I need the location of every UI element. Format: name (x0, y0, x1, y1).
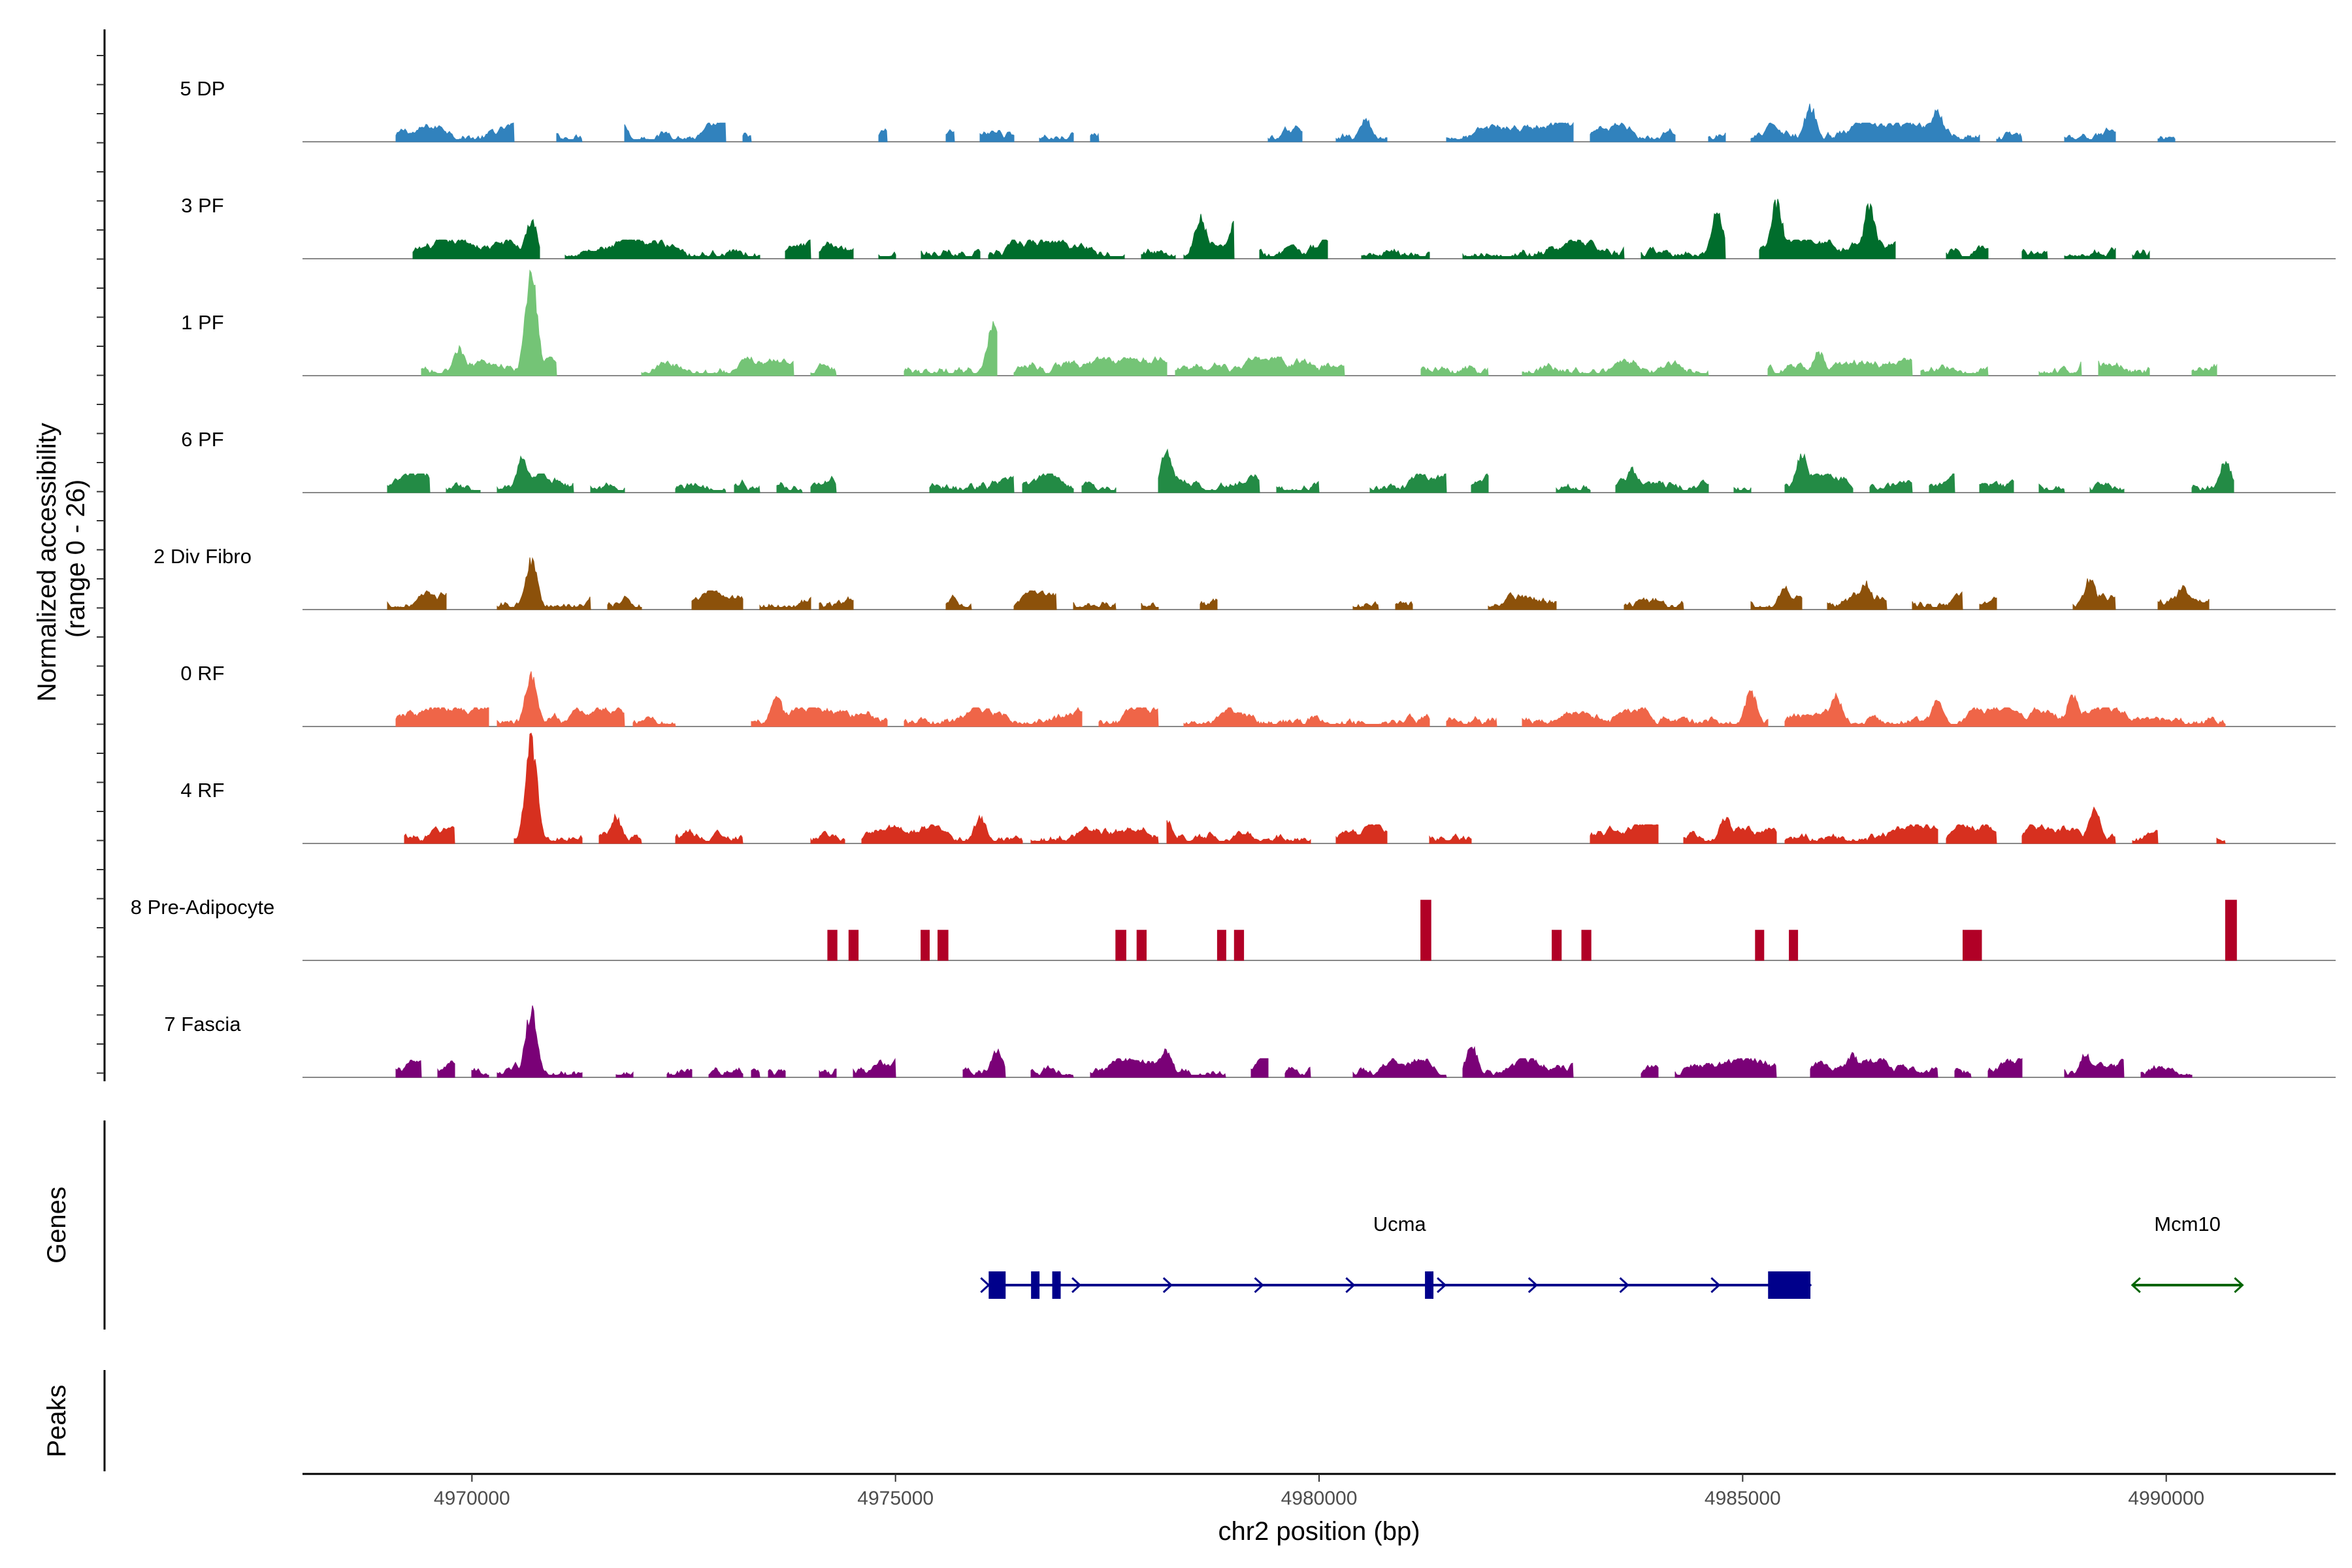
track-label-8-pre-adipocyte: 8 Pre-Adipocyte (131, 896, 275, 919)
gene-exon (988, 1271, 1006, 1299)
track-1-pf: 1 PF (181, 269, 2336, 376)
track-8-pre-adipocyte: 8 Pre-Adipocyte (131, 896, 2336, 961)
x-tick-label: 4990000 (2128, 1488, 2204, 1509)
strand-arrow (1162, 1277, 1173, 1294)
gene-exon (1768, 1271, 1811, 1299)
x-tick-label: 4975000 (857, 1488, 934, 1509)
strand-arrow (1437, 1277, 1447, 1294)
track-coverage-3-pf (412, 199, 2150, 259)
gene-name-mcm10: Mcm10 (2154, 1213, 2221, 1235)
strand-arrow (1619, 1277, 1629, 1294)
strand-arrow (2234, 1277, 2244, 1294)
strand-arrow (2131, 1277, 2141, 1294)
track-5-dp: 5 DP (180, 77, 2336, 142)
track-coverage-1-pf (421, 269, 2217, 376)
track-6-pf: 6 PF (181, 428, 2336, 493)
track-3-pf: 3 PF (181, 194, 2336, 259)
strand-arrow (1345, 1277, 1356, 1294)
track-coverage-6-pf (387, 448, 2234, 493)
track-label-0-rf: 0 RF (180, 662, 224, 685)
coverage-tracks: 5 DP 3 PF 1 PF 6 PF 2 Div Fibro 0 RF (131, 77, 2336, 1078)
gene-annotations: Ucma Mcm10 (980, 1213, 2244, 1299)
coverage-y-ticks (97, 55, 105, 1074)
track-coverage-2-div-fibro (387, 557, 2210, 610)
coverage-y-axis-title: Normalized accessibility (range 0 - 26) (33, 416, 90, 702)
track-label-3-pf: 3 PF (181, 194, 223, 217)
track-coverage-0-rf (395, 671, 2226, 727)
strand-arrow (1710, 1277, 1721, 1294)
track-7-fascia: 7 Fascia (164, 1005, 2336, 1078)
strand-arrow (1527, 1277, 1539, 1294)
track-label-5-dp: 5 DP (180, 77, 225, 100)
x-axis-title: chr2 position (bp) (1218, 1517, 1420, 1546)
x-tick-label: 4970000 (434, 1488, 510, 1509)
strand-arrow (1254, 1277, 1264, 1294)
x-tick-label: 4980000 (1281, 1488, 1358, 1509)
track-label-7-fascia: 7 Fascia (164, 1013, 241, 1036)
track-0-rf: 0 RF (180, 662, 2336, 727)
strand-arrow (1071, 1277, 1082, 1294)
track-coverage-4-rf (404, 732, 2226, 844)
track-2-div-fibro: 2 Div Fibro (154, 545, 2336, 610)
strand-arrow (980, 1277, 990, 1294)
peaks-panel-label: Peaks (42, 1384, 71, 1457)
track-4-rf: 4 RF (180, 732, 2336, 844)
track-coverage-5-dp (395, 103, 2176, 142)
genes-panel-label: Genes (42, 1186, 71, 1264)
track-coverage-7-fascia (395, 1005, 2193, 1078)
track-label-6-pf: 6 PF (181, 428, 223, 451)
y-axis-title-line-1: Normalized accessibility (33, 423, 61, 702)
gene-name-ucma: Ucma (1373, 1213, 1427, 1235)
y-axis-title-line-2: (range 0 - 26) (61, 480, 90, 638)
track-coverage-8-pre-adipocyte (827, 900, 2237, 961)
track-label-1-pf: 1 PF (181, 311, 223, 334)
gene-exon (1052, 1271, 1061, 1299)
x-tick-label: 4985000 (1705, 1488, 1781, 1509)
x-axis-ticks: 4970000 4975000 4980000 4985000 4990000 (434, 1474, 2204, 1509)
gene-exon (1031, 1271, 1040, 1299)
gene-exon (1425, 1271, 1434, 1299)
track-label-4-rf: 4 RF (180, 779, 224, 802)
track-label-2-div-fibro: 2 Div Fibro (154, 545, 252, 568)
